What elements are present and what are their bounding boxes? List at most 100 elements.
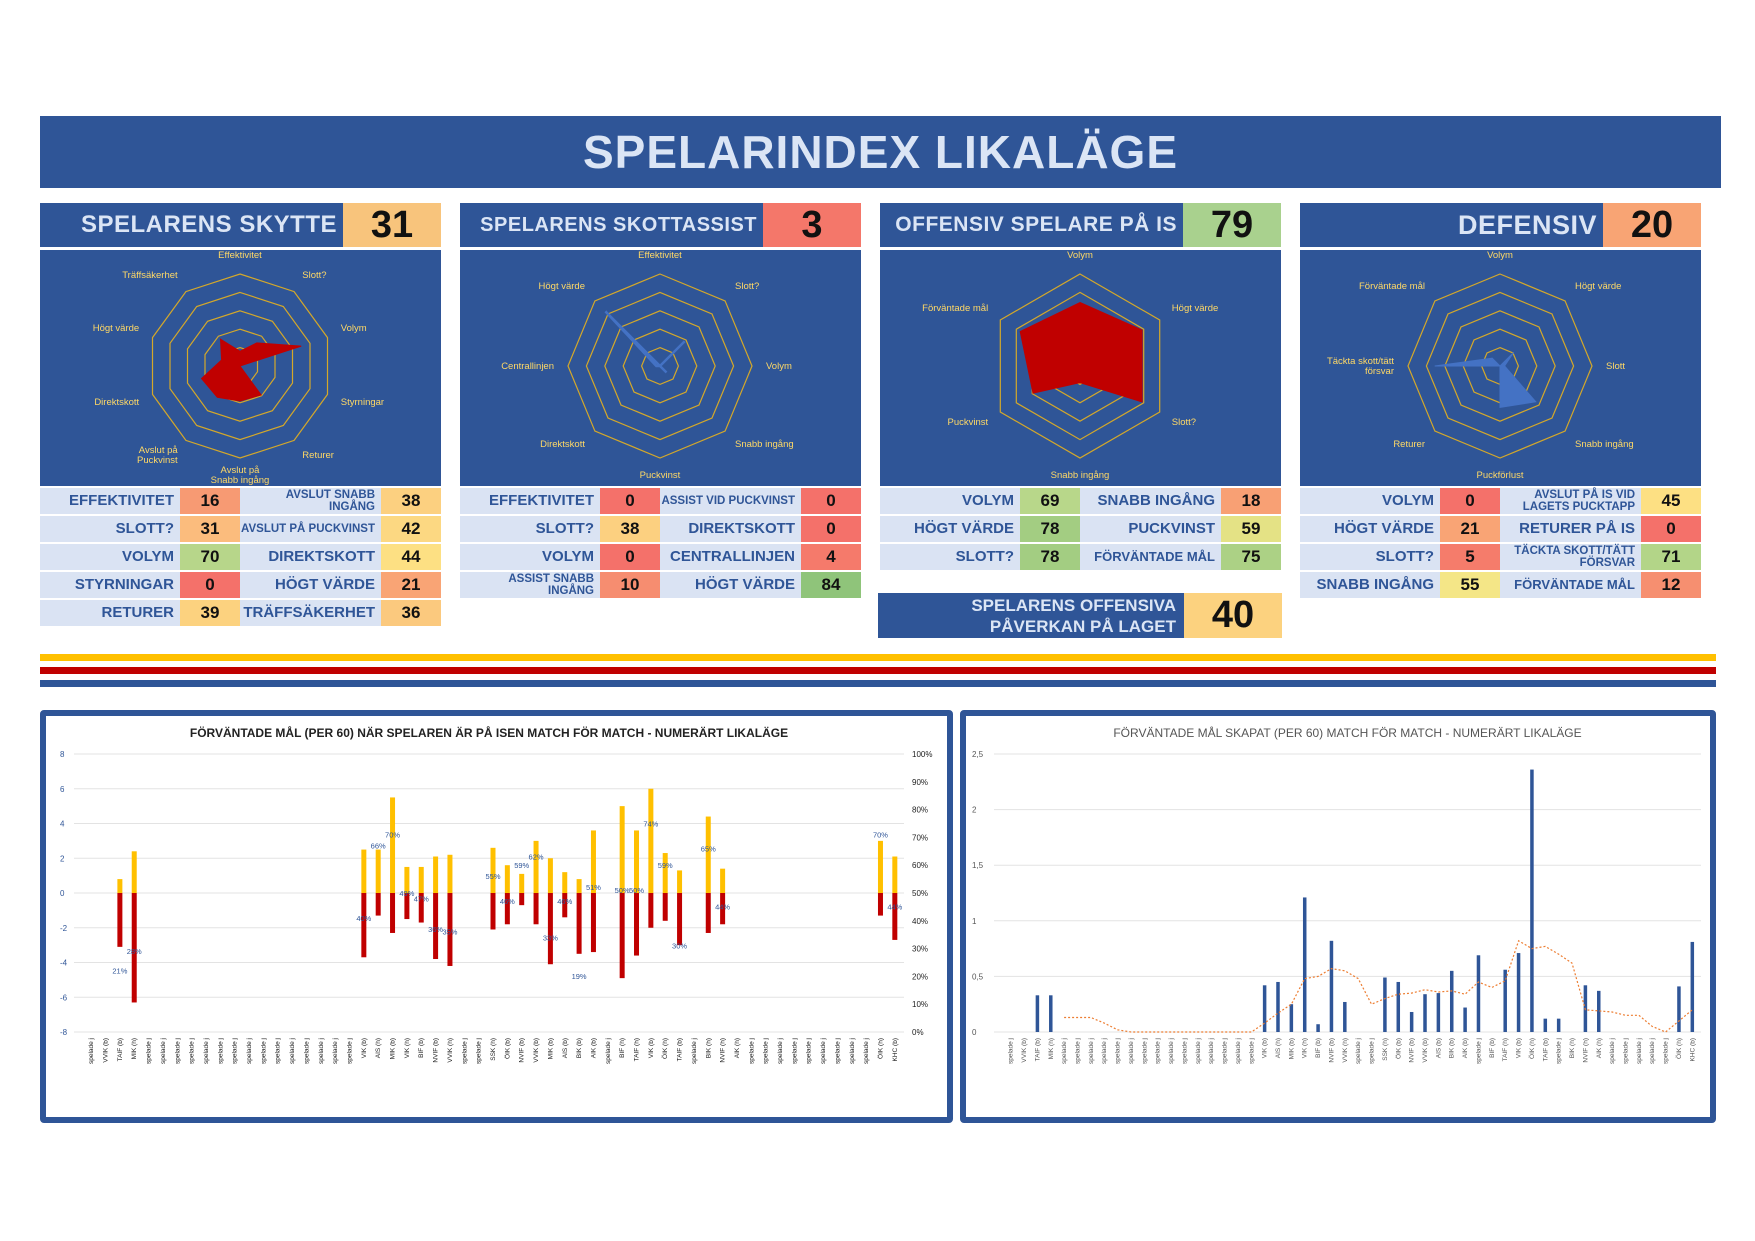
metric-label: FÖRVÄNTADE MÅL	[1080, 544, 1221, 572]
radar-chart: Volym Högt värde Slott Snabb ingång Puckförl…	[1327, 250, 1634, 481]
metric-label: HÖGT VÄRDE	[660, 572, 801, 600]
x-tick-label: VVIK (b)	[1422, 1038, 1429, 1063]
metrics-table: EFFEKTIVITET 16 AVSLUT SNABB INGÅNG 38 SLOTT…	[40, 488, 441, 628]
x-tick-label: AIS (b)	[1435, 1038, 1442, 1058]
x-tick-label: AIS (h)	[1275, 1038, 1282, 1058]
radar-axis-label: Förväntade mål	[922, 303, 988, 314]
metric-value: 21	[1440, 516, 1500, 544]
metric-value: 59	[1221, 516, 1281, 544]
y-tick-label: 8	[60, 750, 65, 759]
x-tick-label: spelade j	[303, 1038, 310, 1064]
metric-value: 39	[180, 600, 240, 628]
bar-for	[504, 865, 510, 893]
radar-axis-label: Styrningar	[341, 397, 384, 408]
radar-grid-ring	[585, 291, 735, 441]
metric-value: 0	[1440, 488, 1500, 516]
x-tick-label: AIK (h)	[1596, 1038, 1603, 1058]
percent-label: 40%	[356, 914, 371, 923]
onice-xg-chart: FÖRVÄNTADE MÅL (PER 60) NÄR SPELAREN ÄR …	[60, 725, 932, 1064]
radar-grid-ring	[567, 273, 753, 459]
x-tick-label: TAIF (h)	[634, 1038, 641, 1061]
percent-label: 46%	[557, 897, 572, 906]
x-tick-label: spelade j	[1355, 1038, 1362, 1064]
x-tick-label: KHC (b)	[892, 1038, 899, 1061]
x-tick-label: spelade j	[146, 1038, 153, 1064]
radar-axis-label: Avslut på Snabb ingång	[211, 465, 270, 486]
x-tick-label: MIK (b)	[547, 1038, 554, 1059]
radar-grid-ring	[622, 328, 698, 404]
radar-axis-label: Centrallinjen	[501, 361, 554, 372]
percent-label: 55%	[485, 872, 500, 881]
metric-value: 12	[1641, 572, 1701, 600]
x-tick-label: spelade j	[217, 1038, 224, 1064]
metric-value: 0	[180, 572, 240, 600]
radar-chart: Volym Högt värde Slott? Snabb ingång Puckvin…	[922, 250, 1218, 481]
x-tick-label: spelade j	[1636, 1038, 1643, 1064]
metric-label: EFFEKTIVITET	[460, 488, 600, 516]
x-tick-label: AIK (h)	[734, 1038, 741, 1058]
bar-for	[490, 847, 496, 893]
x-tick-label: VIK (b)	[1262, 1038, 1269, 1058]
bar-created	[1449, 970, 1454, 1032]
radar-axis-label: Snabb ingång	[1575, 439, 1634, 450]
x-tick-label: spelade j	[346, 1038, 353, 1064]
x-tick-label: spelade j	[1622, 1038, 1629, 1064]
percent-label: 35%	[442, 928, 457, 937]
x-tick-label: VVIK (b)	[1021, 1038, 1028, 1063]
percent-label: 44%	[715, 903, 730, 912]
metric-label: SNABB INGÅNG	[1080, 488, 1221, 516]
yellow-stripe	[40, 654, 1716, 661]
impact-value: 40	[1184, 593, 1282, 638]
metric-label: VOLYM	[1300, 488, 1440, 516]
bar-created	[1597, 990, 1601, 1032]
x-tick-label: VIK (b)	[1516, 1038, 1523, 1058]
x-tick-label: spelade j	[1061, 1038, 1068, 1064]
percent-label: 46%	[500, 897, 515, 906]
percent-label: 44%	[887, 903, 902, 912]
radar-axis-label: Täckta skott/tätt försvar	[1327, 356, 1394, 377]
metric-value: 4	[801, 544, 861, 572]
bar-created	[1049, 995, 1053, 1032]
bar-for	[117, 879, 123, 893]
x-tick-label: MIK (h)	[1048, 1038, 1055, 1059]
x-tick-label: AIS (h)	[375, 1038, 382, 1058]
y-tick-label: -8	[60, 1028, 68, 1037]
impact-title: SPELARENS OFFENSIVA PÅVERKAN PÅ LAGET	[878, 593, 1184, 638]
metric-value: 78	[1020, 516, 1080, 544]
x-tick-label: spelade j	[318, 1038, 325, 1064]
y2-tick-label: 10%	[912, 1000, 928, 1009]
bar-for	[590, 830, 596, 893]
x-tick-label: spelade j	[1556, 1038, 1563, 1064]
x-tick-label: spelade j	[777, 1038, 784, 1064]
bar-against	[590, 893, 596, 953]
metric-value: 0	[600, 544, 660, 572]
x-tick-label: TAIF (b)	[1034, 1038, 1041, 1061]
metric-label: AVSLUT PÅ IS VID LAGETS PUCKTAPP	[1500, 488, 1641, 516]
metric-label: EFFEKTIVITET	[40, 488, 180, 516]
x-tick-label: spelade j	[332, 1038, 339, 1064]
metric-label: SLOTT?	[460, 516, 600, 544]
x-tick-label: spelade j	[763, 1038, 770, 1064]
radar-axis-label: Slott?	[1172, 417, 1196, 428]
x-tick-label: NVIF (h)	[720, 1038, 727, 1063]
x-tick-label: spelade j	[1475, 1038, 1482, 1064]
bar-for	[433, 856, 439, 893]
radar-axis-label: Snabb ingång	[735, 439, 794, 450]
percent-label: 47%	[414, 894, 429, 903]
metric-value: 42	[381, 516, 441, 544]
metric-label: SLOTT?	[40, 516, 180, 544]
metrics-table: VOLYM 69 SNABB INGÅNG 18 HÖGT VÄRDE 78 PUCKVIN…	[880, 488, 1281, 572]
x-tick-label: ÖIK (b)	[503, 1038, 511, 1059]
metric-value: 84	[801, 572, 861, 600]
percent-label: 74%	[643, 819, 658, 828]
percent-label: 59%	[514, 861, 529, 870]
y-tick-label: 0	[60, 889, 65, 898]
percent-label: 19%	[572, 972, 587, 981]
metric-value: 36	[381, 600, 441, 628]
bar-against	[720, 893, 726, 925]
bar-for	[877, 840, 883, 893]
y-tick-label: 1	[972, 917, 977, 926]
bar-created	[1035, 995, 1040, 1032]
radar-grid-ring	[604, 310, 716, 422]
metric-value: 18	[1221, 488, 1281, 516]
